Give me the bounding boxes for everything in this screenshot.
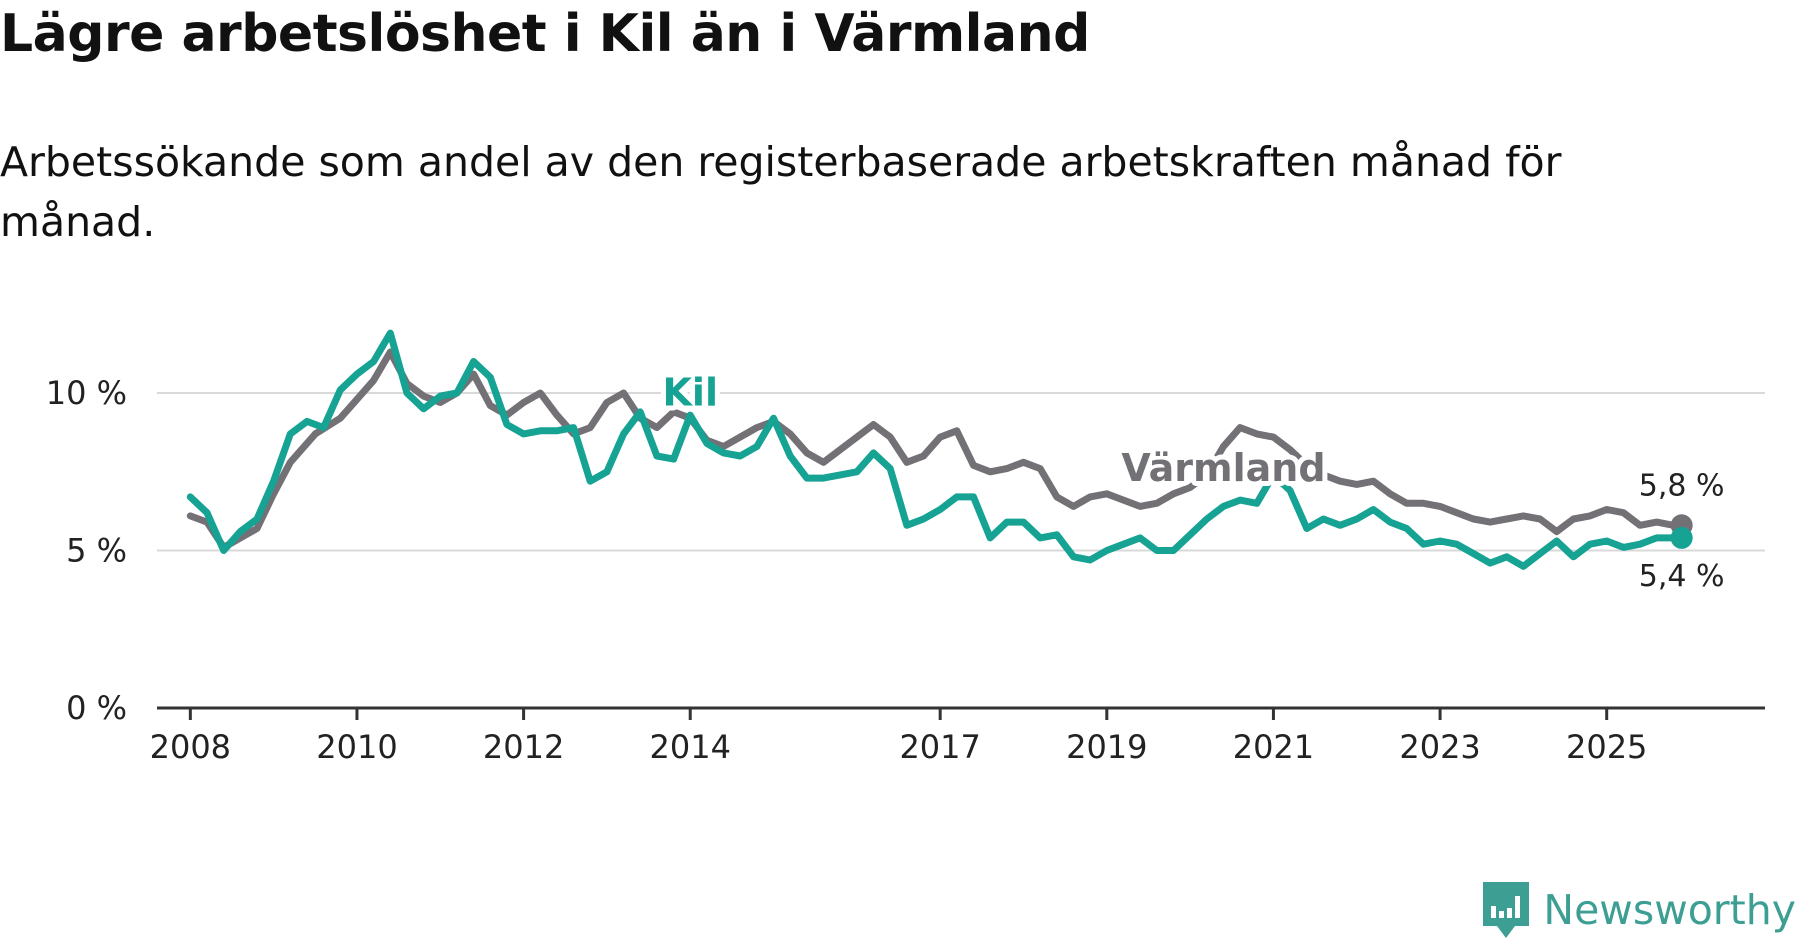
end-value-label-varmland: 5,8 % xyxy=(1639,468,1725,503)
x-tick-label: 2023 xyxy=(1399,728,1480,766)
x-tick-label: 2017 xyxy=(899,728,980,766)
x-tick-label: 2012 xyxy=(483,728,564,766)
brand-name: Newsworthy xyxy=(1543,886,1796,934)
x-tick-label: 2008 xyxy=(150,728,231,766)
y-tick-label: 10 % xyxy=(46,374,127,412)
y-tick-label: 0 % xyxy=(66,689,127,727)
brand-logo: Newsworthy xyxy=(1479,880,1796,940)
series-lines xyxy=(186,329,1693,570)
chart-title: Lägre arbetslöshet i Kil än i Värmland xyxy=(0,4,1090,64)
series-line-vrmland xyxy=(186,348,1686,551)
x-tick-label: 2025 xyxy=(1566,728,1647,766)
end-point-marker xyxy=(1670,526,1693,549)
y-tick-label: 5 % xyxy=(66,532,127,570)
series-label-varmland: Värmland xyxy=(1121,446,1325,490)
series-label-kil: Kil xyxy=(662,371,718,415)
gridlines xyxy=(157,392,1765,552)
x-tick-label: 2010 xyxy=(316,728,397,766)
y-axis-tick-labels: 0 % 5 % 10 % xyxy=(46,374,127,727)
series-line-kil xyxy=(186,329,1686,570)
newsworthy-logo-icon xyxy=(1483,882,1530,938)
end-value-label-kil: 5,4 % xyxy=(1639,559,1725,594)
x-tick-label: 2019 xyxy=(1066,728,1147,766)
x-axis: 2008 2010 2012 2014 2017 2019 2021 2023 2025 xyxy=(150,706,1765,766)
series-labels: Värmland Kil 5,8 % 5,4 % xyxy=(657,366,1725,594)
chart-subtitle: Arbetssökande som andel av den registerb… xyxy=(0,138,1562,246)
x-tick-label: 2021 xyxy=(1233,728,1314,766)
x-tick-label: 2014 xyxy=(650,728,731,766)
